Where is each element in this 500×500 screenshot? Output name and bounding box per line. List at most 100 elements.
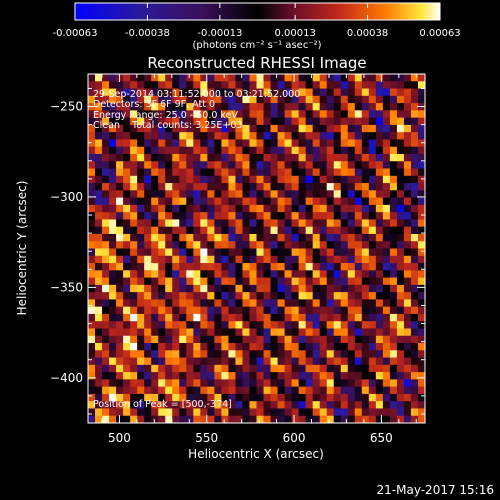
heatmap-cell xyxy=(116,110,124,119)
heatmap-cell xyxy=(235,321,244,330)
heatmap-cell xyxy=(291,117,300,126)
heatmap-cell xyxy=(403,190,412,199)
heatmap-cell xyxy=(102,335,110,344)
heatmap-cell xyxy=(186,263,194,271)
heatmap-cell xyxy=(298,139,307,148)
heatmap-cell xyxy=(319,306,328,315)
heatmap-cell xyxy=(186,117,194,126)
heatmap-cell xyxy=(95,379,103,388)
heatmap-cell xyxy=(179,408,187,417)
heatmap-cell xyxy=(263,175,272,184)
heatmap-cell xyxy=(137,132,145,141)
heatmap-cell xyxy=(319,343,328,351)
heatmap-cell xyxy=(375,277,384,286)
heatmap-cell xyxy=(144,350,152,359)
heatmap-cell xyxy=(256,408,265,417)
heatmap-cell xyxy=(221,139,230,148)
heatmap-cell xyxy=(270,321,279,330)
heatmap-cell xyxy=(403,161,412,170)
heatmap-cell xyxy=(116,161,124,170)
heatmap-cell xyxy=(270,284,279,293)
heatmap-cell xyxy=(172,103,180,111)
heatmap-cell xyxy=(214,393,222,402)
heatmap-cell xyxy=(158,248,166,257)
heatmap-cell xyxy=(333,379,342,388)
heatmap-cell xyxy=(102,357,110,366)
heatmap-cell xyxy=(284,328,293,337)
heatmap-cell xyxy=(172,328,180,337)
heatmap-cell xyxy=(347,255,356,264)
heatmap-cell xyxy=(102,284,110,293)
heatmap-cell xyxy=(389,175,398,184)
heatmap-cell xyxy=(200,255,208,264)
heatmap-cell xyxy=(144,248,152,257)
heatmap-cell xyxy=(158,299,166,308)
heatmap-cell xyxy=(137,299,145,308)
heatmap-cell xyxy=(263,284,272,293)
heatmap-cell xyxy=(193,364,201,373)
heatmap-cell xyxy=(305,306,314,315)
heatmap-cell xyxy=(158,168,166,177)
heatmap-cell xyxy=(137,306,145,315)
heatmap-cell xyxy=(270,117,279,126)
heatmap-cell xyxy=(410,248,419,257)
heatmap-cell xyxy=(361,379,370,388)
heatmap-cell xyxy=(410,321,419,330)
heatmap-cell xyxy=(277,328,286,337)
heatmap-cell xyxy=(340,306,349,315)
heatmap-cell xyxy=(186,183,194,191)
heatmap-cell xyxy=(249,241,258,250)
heatmap-cell xyxy=(151,263,159,271)
footer-timestamp: 21-May-2017 15:16 xyxy=(377,483,494,497)
heatmap-cell xyxy=(235,212,244,221)
heatmap-cell xyxy=(116,321,124,330)
heatmap-cell xyxy=(123,328,131,337)
heatmap-cell xyxy=(389,103,398,111)
heatmap-cell xyxy=(396,103,405,111)
heatmap-cell xyxy=(375,95,384,104)
heatmap-cell xyxy=(151,306,159,315)
heatmap-cell xyxy=(417,175,425,184)
heatmap-cell xyxy=(375,204,384,213)
heatmap-cell xyxy=(403,343,412,351)
heatmap-cell xyxy=(172,183,180,191)
heatmap-cell xyxy=(382,212,391,221)
heatmap-cell xyxy=(291,153,300,162)
heatmap-cell xyxy=(130,197,138,206)
heatmap-cell xyxy=(235,88,244,97)
heatmap-cell xyxy=(151,153,159,162)
heatmap-cell xyxy=(368,146,377,155)
heatmap-cell xyxy=(277,379,286,388)
heatmap-cell xyxy=(88,74,96,82)
heatmap-cell xyxy=(235,81,244,90)
heatmap-cell xyxy=(389,372,398,380)
heatmap-cell xyxy=(256,219,265,228)
heatmap-cell xyxy=(312,219,321,228)
heatmap-cell xyxy=(242,241,251,250)
heatmap-cell xyxy=(214,103,222,111)
heatmap-cell xyxy=(200,168,208,177)
heatmap-cell xyxy=(347,197,356,206)
heatmap-cell xyxy=(193,248,201,257)
heatmap-cell xyxy=(249,103,258,111)
heatmap-cell xyxy=(326,168,335,177)
heatmap-cell xyxy=(123,183,131,191)
heatmap-cell xyxy=(242,146,251,155)
heatmap-cell xyxy=(340,401,349,410)
heatmap-cell xyxy=(382,161,391,170)
heatmap-cell xyxy=(186,248,194,257)
heatmap-cell xyxy=(228,313,237,322)
heatmap-cell xyxy=(214,306,222,315)
heatmap-cell xyxy=(354,401,363,410)
heatmap-cell xyxy=(102,379,110,388)
heatmap-cell xyxy=(389,270,398,279)
heatmap-cell xyxy=(172,299,180,308)
heatmap-cell xyxy=(151,321,159,330)
heatmap-cell xyxy=(123,379,131,388)
heatmap-cell xyxy=(221,219,230,228)
heatmap-cell xyxy=(305,364,314,373)
heatmap-cell xyxy=(277,146,286,155)
heatmap-cell xyxy=(382,183,391,191)
heatmap-cell xyxy=(221,408,230,417)
heatmap-cell xyxy=(130,393,138,402)
